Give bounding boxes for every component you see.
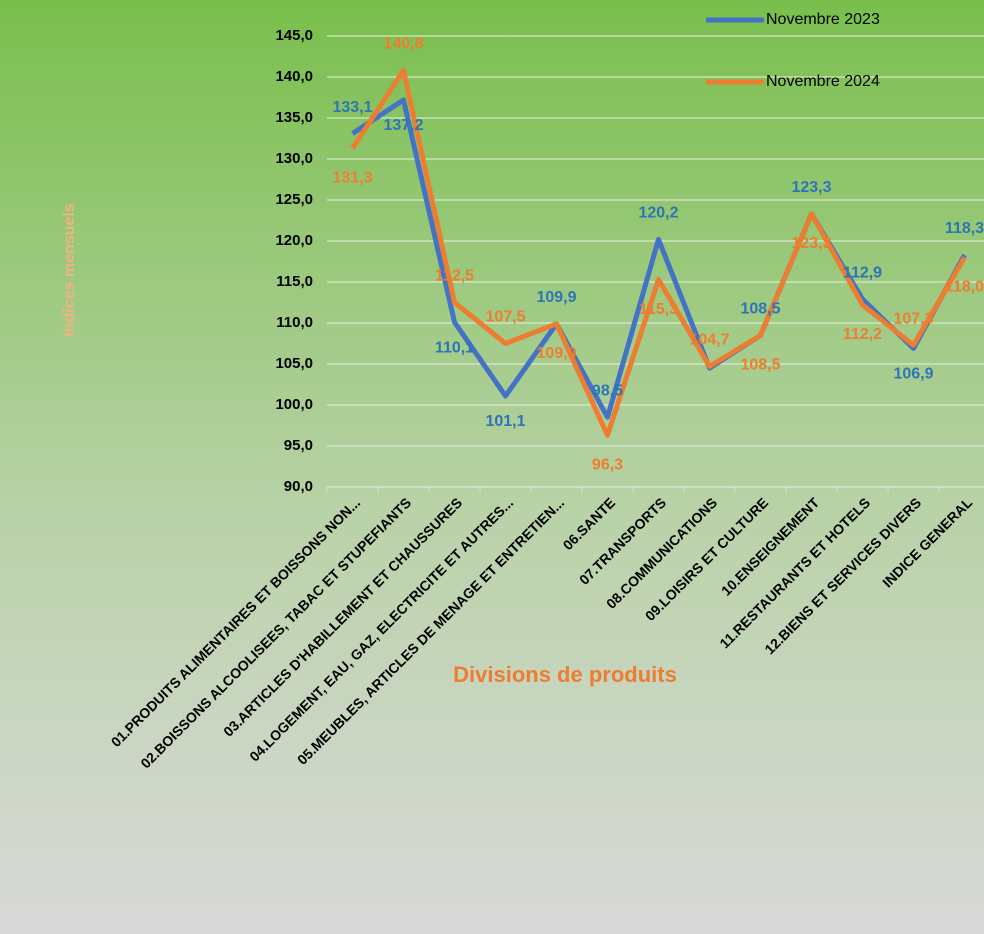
y-tick-label: 115,0: [276, 273, 313, 290]
y-tick-label: 145,0: [275, 27, 313, 44]
data-label: 133,1: [332, 99, 372, 116]
data-label: 109,9: [536, 289, 576, 306]
data-label: 118,3: [945, 220, 984, 237]
data-label: 96,3: [592, 457, 623, 474]
y-axis-title: Indices mensuels: [61, 203, 78, 336]
data-label: 137,2: [383, 117, 423, 134]
y-tick-label: 90,0: [284, 478, 313, 495]
y-tick-label: 125,0: [275, 191, 313, 208]
y-tick-label: 135,0: [275, 109, 313, 126]
y-tick-label: 140,0: [275, 68, 313, 85]
data-label: 106,9: [893, 366, 933, 383]
data-label: 110,1: [435, 339, 474, 356]
series-line: [351, 97, 967, 420]
legend-label: Novembre 2023: [766, 11, 880, 28]
legend-label: Novembre 2024: [766, 73, 880, 90]
data-label: 107,5: [485, 309, 525, 326]
data-label: 118,0: [945, 279, 984, 296]
data-label: 101,1: [485, 413, 525, 430]
data-label: 131,3: [332, 170, 372, 187]
y-tick-label: 100,0: [275, 396, 313, 413]
data-label: 123,3: [791, 179, 831, 196]
y-tick-label: 120,0: [275, 232, 313, 249]
data-label: 120,2: [638, 205, 678, 222]
data-label: 108,5: [740, 301, 780, 318]
y-tick-label: 110,0: [276, 314, 313, 331]
data-label: 104,7: [689, 332, 729, 349]
y-tick-label: 95,0: [284, 437, 313, 454]
data-label: 98,5: [592, 383, 623, 400]
data-label: 112,9: [843, 264, 882, 281]
y-tick-label: 105,0: [275, 355, 313, 372]
data-label: 108,5: [740, 357, 780, 374]
data-label: 112,5: [435, 268, 474, 285]
data-label: 115,3: [639, 301, 678, 318]
data-label: 112,2: [843, 326, 882, 343]
x-axis-title: Divisions de produits: [453, 662, 677, 687]
data-label: 123,3: [791, 235, 831, 252]
series-line: [350, 67, 967, 438]
data-label: 140,8: [383, 36, 423, 53]
data-label: 109,9: [536, 345, 576, 362]
data-label: 107,3: [893, 310, 933, 327]
y-tick-label: 130,0: [275, 150, 313, 167]
